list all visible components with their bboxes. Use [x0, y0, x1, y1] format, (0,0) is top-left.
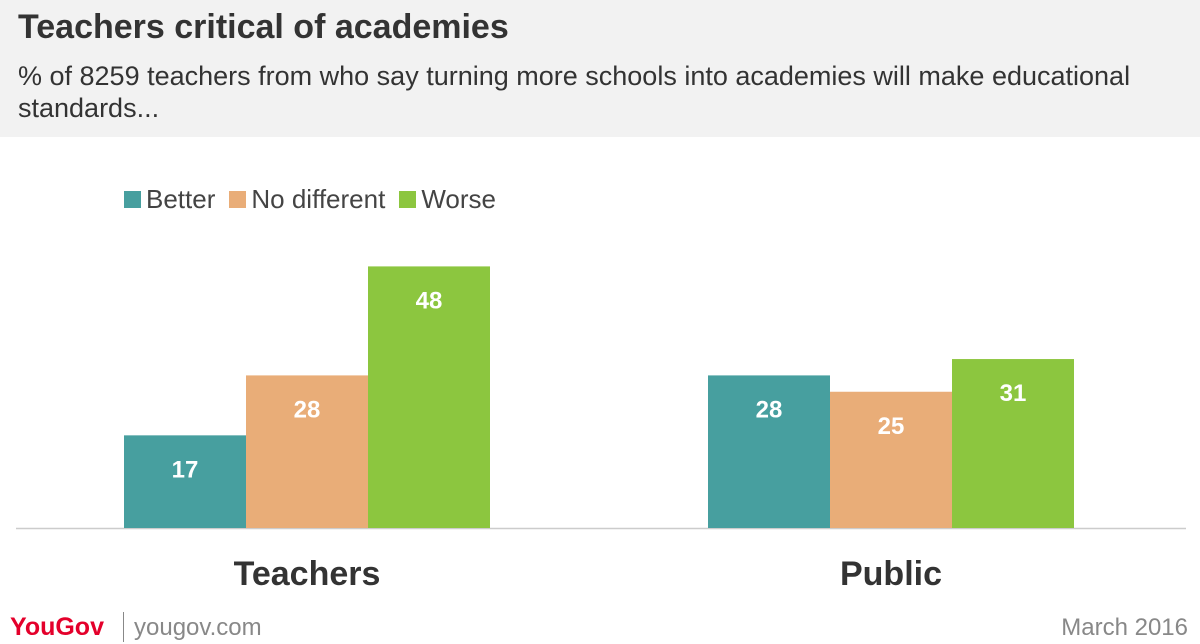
legend-label-worse: Worse [421, 184, 496, 214]
legend-label-better: Better [146, 184, 216, 214]
chart-subtitle: % of 8259 teachers from who say turning … [18, 61, 1131, 123]
legend-swatch-no-different [229, 191, 247, 208]
legend: Better No different Worse [124, 184, 510, 215]
bar-public-worse [952, 359, 1074, 528]
bar-teachers-worse [368, 266, 490, 528]
yougov-logo: YouGov [10, 613, 104, 641]
footer-site-link[interactable]: yougov.com [134, 614, 262, 641]
data-label-public-no-different: 25 [878, 413, 905, 440]
legend-label-no-different: No different [251, 184, 386, 214]
header-panel: Teachers critical of academies % of 8259… [0, 0, 1200, 137]
data-label-teachers-worse: 48 [416, 287, 443, 314]
data-label-teachers-better: 17 [172, 456, 199, 483]
category-label-public: Public [840, 555, 942, 593]
bar-public-better [708, 375, 830, 528]
chart-title: Teachers critical of academies [18, 8, 509, 46]
bar-public-no-different [830, 391, 952, 528]
legend-item-better: Better [124, 184, 215, 215]
legend-item-no-different: No different [229, 184, 385, 215]
legend-swatch-worse [399, 191, 417, 208]
category-label-teachers: Teachers [234, 555, 381, 593]
legend-swatch-better [124, 191, 141, 208]
bar-teachers-better [124, 435, 246, 528]
footer-divider [123, 612, 124, 642]
data-label-public-better: 28 [756, 396, 783, 423]
footer-date: March 2016 [1061, 614, 1188, 641]
legend-item-worse: Worse [399, 184, 496, 215]
bar-teachers-no-different [246, 375, 368, 528]
data-label-teachers-no-different: 28 [294, 396, 321, 423]
data-label-public-worse: 31 [1000, 380, 1027, 407]
